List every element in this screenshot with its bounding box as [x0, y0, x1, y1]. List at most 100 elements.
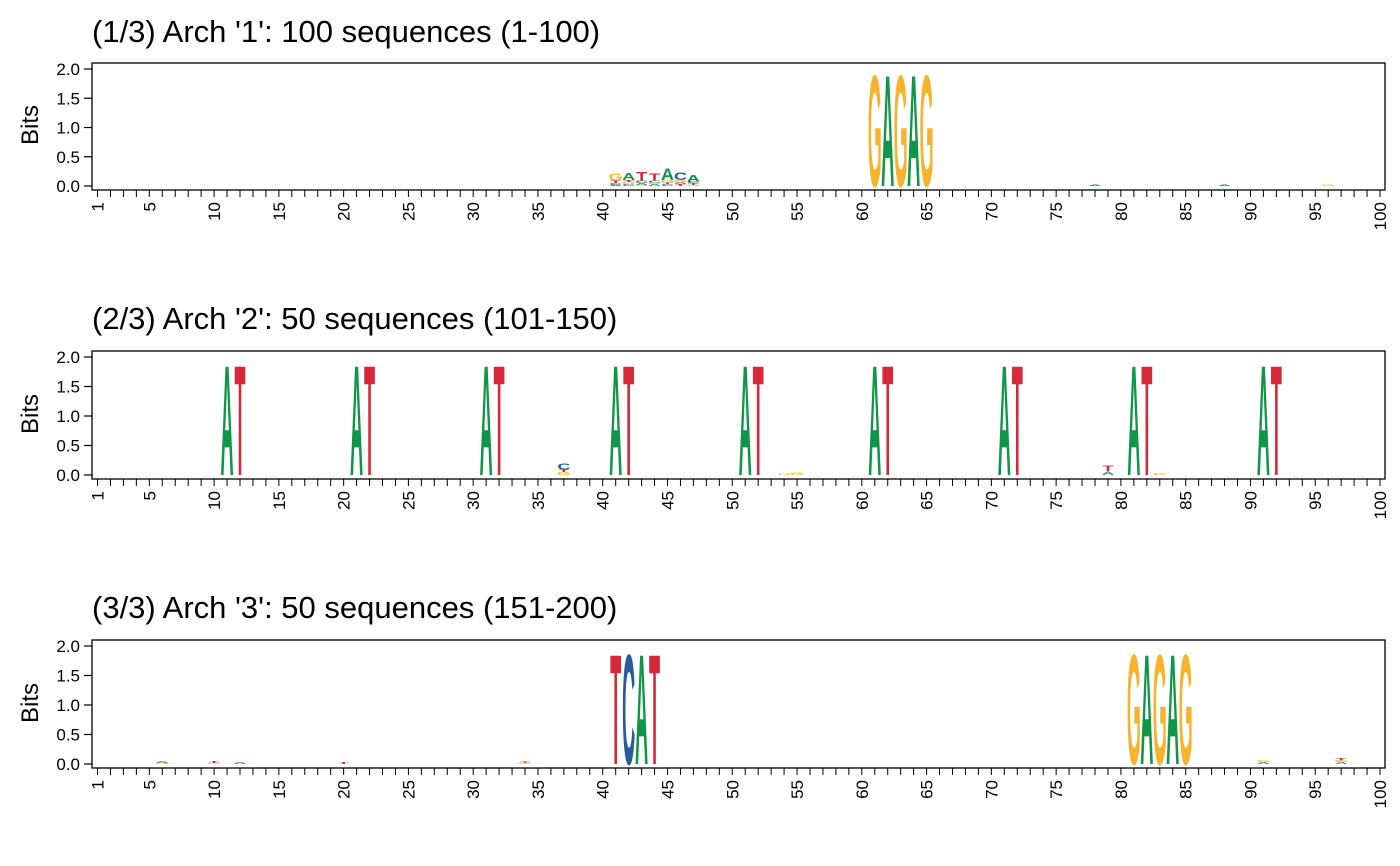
- x-tick-label: 15: [270, 202, 289, 221]
- x-tick-label: 75: [1047, 202, 1066, 221]
- y-tick-label: 0.5: [56, 437, 80, 456]
- y-tick-label: 2.0: [56, 348, 80, 367]
- x-tick-label: 85: [1177, 491, 1196, 510]
- x-tick-label: 70: [982, 491, 1001, 510]
- logo-letter-C: C: [674, 170, 687, 183]
- logo-letter-A: A: [233, 762, 246, 765]
- x-tick-label: 50: [723, 491, 742, 510]
- x-tick-label: 75: [1047, 491, 1066, 510]
- logo-letter-A: A: [1088, 184, 1101, 186]
- x-tick-label: 100: [1371, 491, 1390, 519]
- logo-letter-G: G: [518, 762, 532, 764]
- x-tick-label: 95: [1306, 780, 1325, 799]
- x-tick-label: 100: [1371, 780, 1390, 808]
- logo-letter-T: T: [1271, 333, 1282, 509]
- x-tick-label: 55: [788, 202, 807, 221]
- x-axis: 1 5 10 15 20 25 30 35 40 45 50 55 60 65 70 75 80 85 90 95 10…: [89, 479, 1390, 519]
- logo-letter-A: A: [156, 761, 169, 764]
- logo-letter-A: A: [622, 172, 636, 183]
- logo-letter-T: T: [234, 333, 245, 509]
- logo-letter-G: G: [1334, 760, 1348, 763]
- logo-letter-A: A: [648, 184, 661, 187]
- x-tick-label: 25: [399, 491, 418, 510]
- logo-letter-T: T: [338, 762, 349, 765]
- x-tick-label: 60: [853, 780, 872, 799]
- logo-letter-T: T: [636, 170, 648, 183]
- logo-letter-A: A: [907, 43, 920, 221]
- x-tick-label: 95: [1306, 202, 1325, 221]
- logo-letter-T: T: [882, 333, 893, 509]
- logo-panel-2: (2/3) Arch '2': 50 sequences (101-150) B…: [17, 301, 1390, 519]
- logo-letter-C: C: [557, 462, 570, 471]
- plot-frame: [91, 62, 1386, 191]
- logo-letter-T: T: [1012, 333, 1023, 509]
- x-tick-label: 55: [788, 780, 807, 799]
- y-tick-label: 1.0: [56, 407, 80, 426]
- logo-letter-A: A: [1257, 762, 1270, 765]
- logo-letter-T: T: [610, 180, 621, 184]
- x-tick-label: 65: [918, 491, 937, 510]
- panel-title: (1/3) Arch '1': 100 sequences (1-100): [92, 14, 600, 49]
- x-tick-label: 60: [853, 202, 872, 221]
- x-tick-label: 5: [140, 491, 159, 500]
- x-tick-label: 30: [464, 202, 483, 221]
- x-tick-label: 70: [982, 780, 1001, 799]
- y-tick-label: 0.0: [56, 755, 80, 774]
- logo-letter-T: T: [649, 172, 660, 183]
- x-tick-label: 55: [788, 491, 807, 510]
- logo-letter-A: A: [221, 333, 234, 509]
- logo-letter-G: G: [777, 473, 791, 475]
- logo-letter-A: A: [1101, 471, 1115, 477]
- x-tick-label: 35: [529, 202, 548, 221]
- logo-letter-G: G: [635, 184, 649, 186]
- y-tick-label: 1.0: [56, 696, 80, 715]
- y-tick-label: 1.0: [56, 119, 80, 138]
- x-tick-label: 40: [594, 202, 613, 221]
- y-tick-label: 2.0: [56, 637, 80, 656]
- x-tick-label: 35: [529, 780, 548, 799]
- logo-letter-C: C: [661, 184, 674, 187]
- y-tick-label: 1.5: [56, 378, 80, 397]
- logo-letter-C: C: [648, 180, 661, 183]
- x-tick-label: 65: [918, 202, 937, 221]
- logo-letter-G: G: [790, 472, 804, 476]
- y-axis: 0.0 0.5 1.0 1.5 2.0: [56, 637, 92, 774]
- logo-letter-G: G: [1153, 473, 1167, 476]
- logo-letter-T: T: [688, 183, 699, 186]
- logo-letter-A: A: [739, 333, 752, 509]
- logo-letter-T: T: [209, 761, 220, 764]
- x-tick-label: 80: [1112, 202, 1131, 221]
- logo-letter-A: A: [1127, 333, 1140, 509]
- x-tick-label: 45: [659, 491, 678, 510]
- y-tick-label: 0.0: [56, 177, 80, 196]
- x-tick-label: 25: [399, 202, 418, 221]
- logo-letter-T: T: [364, 333, 375, 509]
- panel-title: (2/3) Arch '2': 50 sequences (101-150): [92, 301, 617, 336]
- logo-letters: A T A T A T GTC A T A T GG A T A T AT A T G A T: [221, 333, 1282, 509]
- logo-letter-G: G: [609, 173, 623, 184]
- logo-letter-A: A: [1257, 333, 1270, 509]
- y-tick-label: 0.5: [56, 726, 80, 745]
- x-axis: 1 5 10 15 20 25 30 35 40 45 50 55 60 65 70 75 80 85 90 95 10…: [89, 768, 1390, 808]
- x-tick-label: 35: [529, 491, 548, 510]
- y-tick-label: 1.5: [56, 89, 80, 108]
- logo-letter-T: T: [1102, 464, 1114, 473]
- x-tick-label: 90: [1241, 491, 1260, 510]
- x-tick-label: 20: [335, 202, 354, 221]
- logo-letter-C: C: [635, 180, 649, 184]
- x-tick-label: 90: [1241, 780, 1260, 799]
- x-tick-label: 5: [140, 202, 159, 211]
- logo-letter-A: A: [609, 184, 622, 186]
- logo-letter-T: T: [494, 333, 505, 509]
- x-tick-label: 1: [89, 780, 108, 789]
- logo-panel-1: (1/3) Arch '1': 100 sequences (1-100) Bi…: [17, 14, 1390, 230]
- y-tick-label: 0.5: [56, 148, 80, 167]
- y-axis-label: Bits: [17, 105, 44, 145]
- y-tick-label: 1.5: [56, 667, 80, 686]
- logo-letter-G: G: [920, 43, 934, 221]
- x-tick-label: 25: [399, 780, 418, 799]
- logo-letter-T: T: [649, 622, 660, 798]
- logo-letter-G: G: [207, 762, 221, 764]
- logo-letter-G: G: [660, 179, 674, 183]
